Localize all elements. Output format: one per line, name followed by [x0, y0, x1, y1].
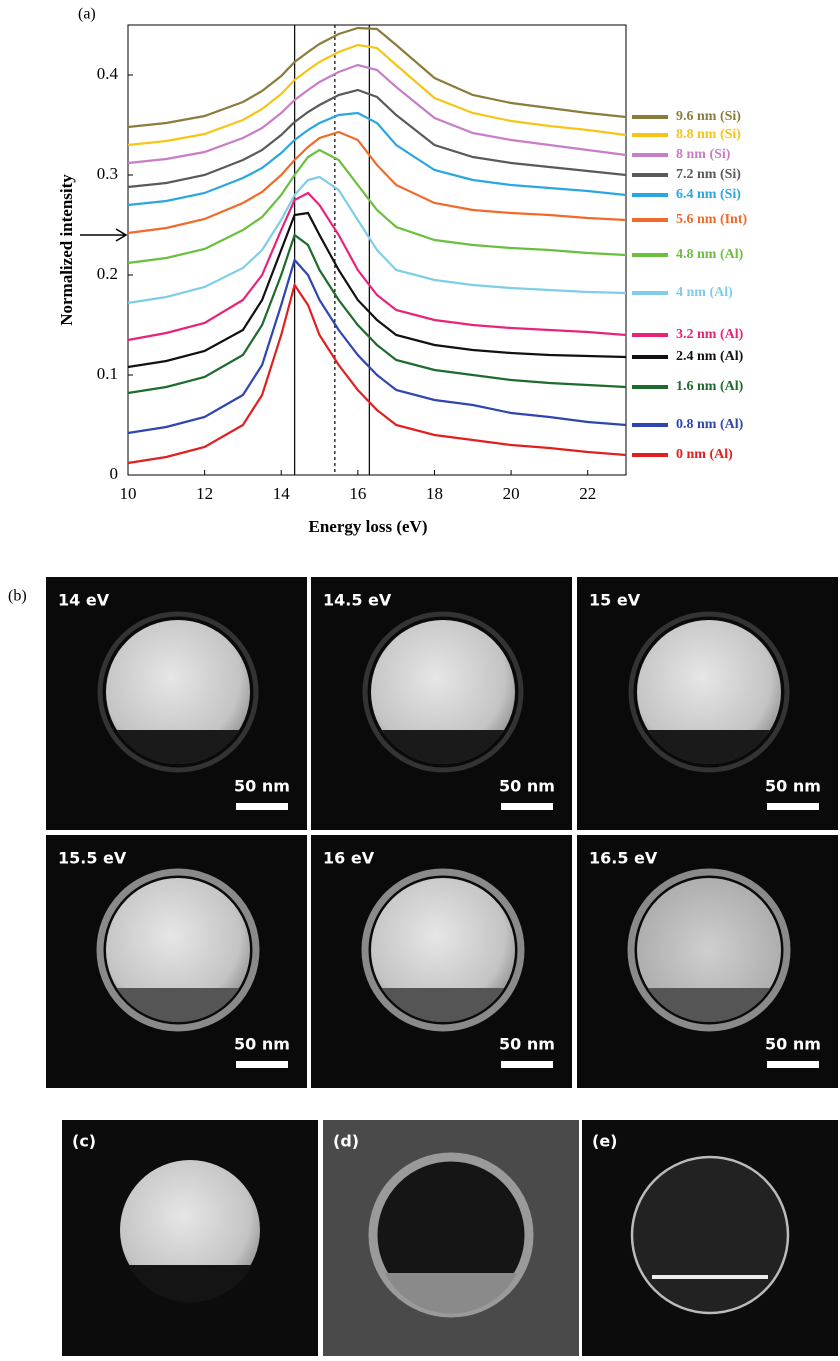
legend-label: 0 nm (Al)	[676, 447, 733, 462]
legend-label: 0.8 nm (Al)	[676, 417, 744, 432]
scale-bar	[767, 803, 819, 810]
series-line	[127, 148, 627, 265]
particle-shell	[627, 868, 791, 1032]
scale-bar	[767, 1061, 819, 1068]
plot-frame	[127, 24, 627, 476]
particle-shell	[362, 611, 524, 773]
particle-shell	[97, 611, 259, 773]
scale-bar	[501, 1061, 553, 1068]
series-line	[127, 257, 627, 435]
scale-bar-label: 50 nm	[499, 1035, 555, 1054]
y-tick-label: 0.4	[97, 64, 119, 83]
y-axis-label: Normalized intensity	[57, 174, 76, 326]
particle-shell	[96, 868, 260, 1032]
series-line	[127, 282, 627, 465]
series-line	[127, 175, 627, 305]
x-tick-label: 12	[196, 484, 213, 503]
particle-cut	[385, 1273, 517, 1314]
series-line	[127, 26, 627, 129]
particle-shell	[628, 611, 790, 773]
series-line	[127, 130, 627, 235]
particle-core	[106, 878, 250, 1022]
series-line	[127, 233, 627, 395]
y-tick-label: 0.2	[97, 264, 118, 283]
legend-label: 4.8 nm (Al)	[676, 247, 744, 262]
particle-core	[106, 620, 250, 764]
scale-bar	[236, 1061, 288, 1068]
particle-core	[637, 878, 781, 1022]
energy-label: 16 eV	[323, 849, 375, 868]
legend-label: 8.8 nm (Si)	[676, 127, 741, 142]
particle-cut	[381, 988, 505, 1023]
legend-label: 8 nm (Si)	[676, 147, 731, 162]
particle-cut	[647, 730, 771, 765]
x-axis-label: Energy loss (eV)	[309, 517, 428, 536]
scale-bar-label: 50 nm	[765, 777, 821, 796]
energy-label: 14 eV	[58, 591, 110, 610]
x-tick-label: 20	[503, 484, 520, 503]
particle-core	[637, 620, 781, 764]
particle-core	[371, 620, 515, 764]
energy-label: 15 eV	[589, 591, 641, 610]
legend-label: 2.4 nm (Al)	[676, 349, 744, 364]
energy-label: 15.5 eV	[58, 849, 127, 868]
x-tick-label: 10	[120, 484, 137, 503]
panel-label: (b)	[8, 588, 27, 605]
series-line	[127, 63, 627, 165]
particle-cut	[381, 730, 505, 765]
legend-label: 6.4 nm (Si)	[676, 187, 741, 202]
y-tick-label: 0.1	[97, 364, 118, 383]
particle-cut	[647, 988, 771, 1023]
legend-label: 5.6 nm (Int)	[676, 212, 748, 227]
scale-bar	[236, 803, 288, 810]
panel-label: (a)	[78, 6, 96, 23]
particle-core	[371, 878, 515, 1022]
scale-bar-label: 50 nm	[499, 777, 555, 796]
particle-cut	[128, 1265, 252, 1303]
particle-cut	[116, 730, 240, 765]
legend-label: 1.6 nm (Al)	[676, 379, 744, 394]
y-tick-label: 0.3	[97, 164, 118, 183]
energy-label: 16.5 eV	[589, 849, 658, 868]
legend-label: 3.2 nm (Al)	[676, 327, 744, 342]
scale-bar-label: 50 nm	[765, 1035, 821, 1054]
series-line	[127, 211, 627, 369]
scale-bar-label: 50 nm	[234, 777, 290, 796]
series-line	[127, 43, 627, 147]
panel-label: (d)	[333, 1132, 359, 1151]
x-tick-label: 14	[273, 484, 291, 503]
particle-shell	[630, 1155, 790, 1315]
scale-bar	[501, 803, 553, 810]
particle-cut	[116, 988, 240, 1023]
scale-bar-label: 50 nm	[234, 1035, 290, 1054]
panel-label: (e)	[592, 1132, 617, 1151]
arrow	[80, 228, 128, 242]
x-tick-label: 18	[426, 484, 443, 503]
series-line	[127, 191, 627, 342]
legend-label: 9.6 nm (Si)	[676, 109, 741, 124]
series-line	[127, 88, 627, 189]
particle-shell	[361, 868, 525, 1032]
series-line	[127, 111, 627, 207]
panel-label: (c)	[72, 1132, 96, 1151]
energy-label: 14.5 eV	[323, 591, 392, 610]
y-tick-label: 0	[110, 464, 119, 483]
legend-label: 7.2 nm (Si)	[676, 167, 741, 182]
x-tick-label: 16	[349, 484, 366, 503]
legend-label: 4 nm (Al)	[676, 285, 733, 300]
x-tick-label: 22	[579, 484, 596, 503]
